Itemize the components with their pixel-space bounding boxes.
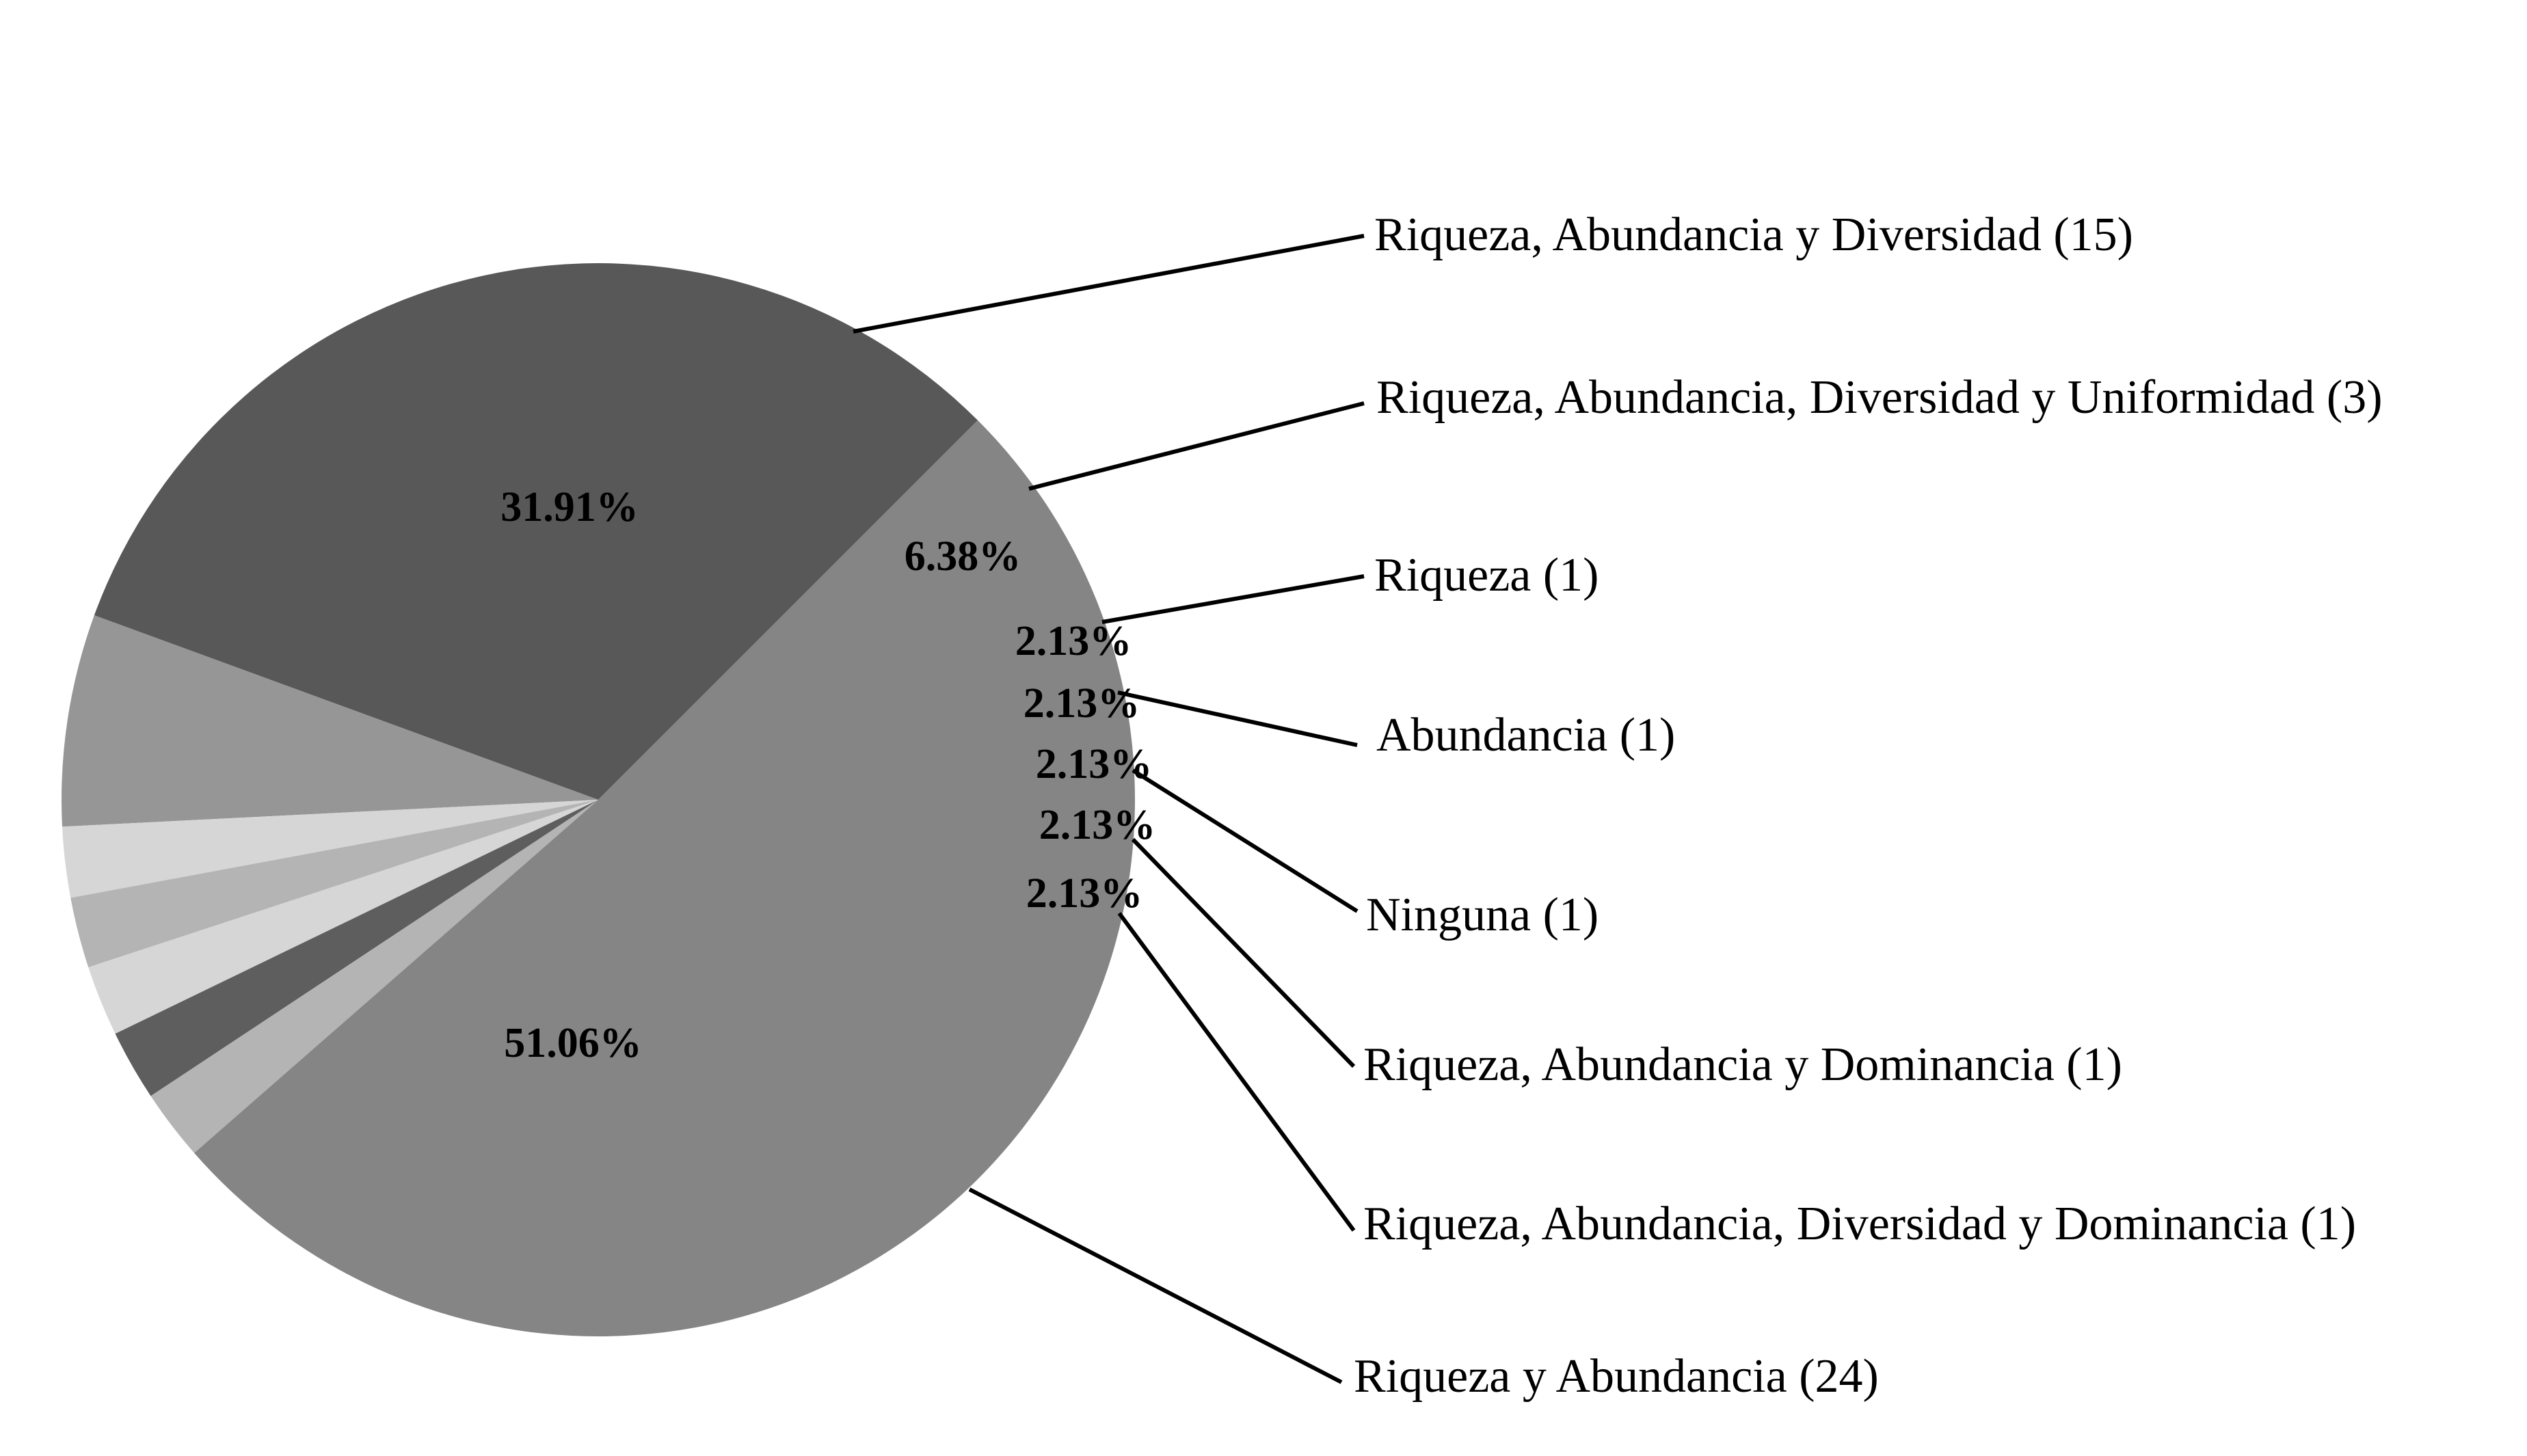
leader-line-4 bbox=[1117, 690, 1358, 747]
slice-category-label-4: Abundancia (1) bbox=[1376, 709, 1675, 761]
slice-percent-label-7: 2.13% bbox=[1026, 870, 1143, 917]
leader-lines bbox=[853, 234, 1365, 1384]
slice-category-label-8: Riqueza y Abundancia (24) bbox=[1354, 1350, 1879, 1403]
slice-percent-label-3: 2.13% bbox=[1015, 618, 1132, 664]
pie-slice-7 bbox=[150, 800, 598, 1153]
pie-slice-6 bbox=[115, 800, 598, 1096]
slice-percent-label-1: 31.91% bbox=[500, 484, 639, 530]
slice-category-label-1: Riqueza, Abundancia y Diversidad (15) bbox=[1374, 208, 2133, 261]
slice-category-label-7: Riqueza, Abundancia, Diversidad y Domina… bbox=[1363, 1198, 2356, 1250]
slice-percent-label-4: 2.13% bbox=[1024, 680, 1140, 727]
pie-slice-5 bbox=[88, 800, 598, 1034]
pie-slice-2 bbox=[61, 615, 598, 827]
slice-category-label-2: Riqueza, Abundancia, Diversidad y Unifor… bbox=[1376, 371, 2383, 424]
leader-line-1 bbox=[853, 234, 1365, 334]
slice-percent-label-6: 2.13% bbox=[1039, 802, 1156, 848]
slice-percent-label-2: 6.38% bbox=[905, 533, 1021, 580]
pie-slices bbox=[61, 263, 1135, 1337]
slice-category-label-5: Ninguna (1) bbox=[1366, 889, 1599, 941]
leader-line-3 bbox=[1101, 574, 1365, 624]
slice-category-label-3: Riqueza (1) bbox=[1374, 549, 1599, 602]
pie-slice-1 bbox=[94, 263, 978, 800]
leader-line-7 bbox=[1117, 912, 1356, 1232]
percent-labels: 31.91% 6.38% 2.13% 2.13% 2.13% 2.13% 2.13% 51.0… bbox=[500, 484, 1155, 1066]
slice-percent-label-5: 2.13% bbox=[1036, 741, 1153, 787]
pie-slice-3 bbox=[62, 800, 599, 898]
slice-category-label-6: Riqueza, Abundancia y Dominancia (1) bbox=[1363, 1038, 2122, 1091]
pie-slice-4 bbox=[70, 800, 598, 968]
leader-line-6 bbox=[1131, 837, 1356, 1068]
leader-line-8 bbox=[968, 1187, 1343, 1384]
leader-line-2 bbox=[1028, 401, 1365, 491]
pie-slice-8 bbox=[194, 420, 1135, 1337]
category-labels: Riqueza, Abundancia y Diversidad (15) Riq… bbox=[1354, 208, 2383, 1403]
slice-percent-label-8: 51.06% bbox=[504, 1020, 642, 1066]
leader-line-5 bbox=[1132, 768, 1359, 913]
